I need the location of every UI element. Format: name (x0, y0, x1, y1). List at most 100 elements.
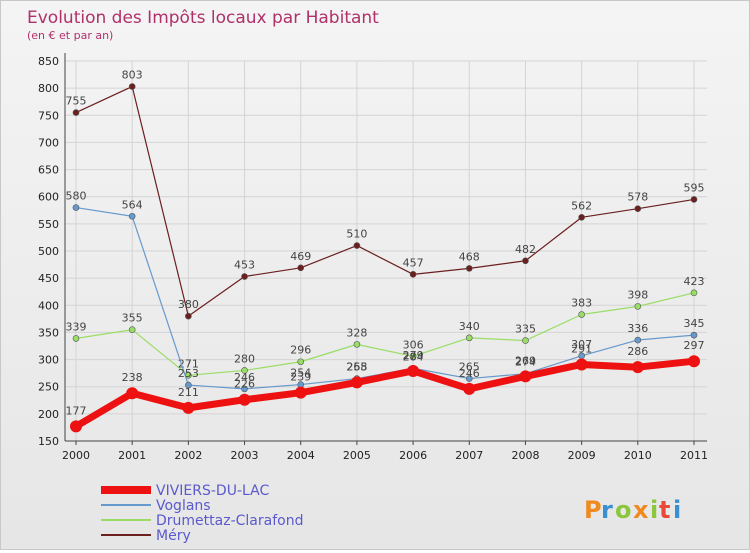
y-tick-label: 250 (38, 381, 59, 394)
data-label: 297 (684, 339, 705, 352)
data-label: 383 (571, 297, 592, 310)
y-tick-label: 350 (38, 326, 59, 339)
data-point (70, 420, 82, 433)
data-label: 271 (178, 357, 199, 370)
data-point (634, 303, 642, 310)
data-label: 238 (122, 371, 143, 384)
y-tick-label: 800 (38, 82, 59, 95)
data-point (350, 376, 363, 389)
data-point (241, 273, 248, 280)
y-tick-label: 550 (38, 218, 59, 231)
legend-label: Méry (156, 528, 191, 544)
data-label: 423 (684, 275, 705, 288)
data-point (128, 326, 136, 334)
data-point (241, 367, 248, 374)
y-tick-label: 150 (38, 435, 59, 448)
proxiti-logo: P r o x i t i (584, 496, 681, 524)
data-label: 246 (459, 367, 480, 380)
data-point (631, 361, 644, 374)
data-label: 355 (122, 312, 143, 325)
data-label: 296 (290, 344, 311, 357)
data-point (353, 341, 361, 348)
data-label: 339 (66, 320, 87, 333)
data-point (72, 204, 80, 211)
data-label: 254 (290, 367, 311, 380)
x-tick-label: 2003 (231, 449, 259, 462)
x-tick-label: 2007 (455, 449, 483, 462)
data-point (72, 109, 80, 116)
data-label: 211 (178, 386, 199, 399)
data-label: 226 (234, 378, 255, 391)
y-tick-label: 450 (38, 272, 59, 285)
x-tick-label: 2002 (174, 449, 202, 462)
y-tick-label: 200 (38, 408, 59, 421)
series-drumettaz-clarafond: 339 355 271 280 296 328 306 340 335 383 398 423 (66, 275, 705, 379)
x-tick-label: 2010 (624, 449, 652, 462)
data-label: 265 (459, 361, 480, 374)
data-label: 468 (459, 250, 480, 263)
data-point (294, 386, 307, 399)
data-label: 380 (178, 298, 199, 311)
data-label: 306 (403, 338, 424, 351)
x-tick-label: 2000 (62, 449, 90, 462)
data-label: 291 (571, 342, 592, 355)
y-tick-label: 600 (38, 191, 59, 204)
data-label: 258 (346, 360, 367, 373)
svg-text:r: r (601, 496, 613, 524)
data-label: 469 (290, 250, 311, 263)
data-point (128, 83, 136, 90)
data-label: 286 (627, 345, 648, 358)
data-label: 803 (122, 69, 143, 82)
data-label: 177 (66, 404, 87, 417)
svg-text:t: t (659, 496, 670, 524)
svg-text:P: P (584, 496, 602, 524)
data-label: 279 (403, 349, 424, 362)
y-tick-label: 850 (38, 55, 59, 68)
svg-text:x: x (633, 496, 649, 524)
data-point (297, 358, 305, 366)
data-point (575, 358, 588, 371)
data-label: 457 (403, 256, 424, 269)
data-label: 453 (234, 259, 255, 272)
svg-text:o: o (615, 496, 632, 524)
series-line-viviers-du-lac (72, 357, 698, 430)
data-point (185, 381, 192, 389)
x-tick-label: 2004 (287, 449, 315, 462)
data-point (465, 265, 473, 272)
data-label: 328 (346, 326, 367, 339)
series-line-drumettaz-clarafond (75, 292, 695, 376)
data-label: 239 (290, 371, 311, 384)
series-m-ry: 755 803 380 453 469 510 457 468 482 562 578 595 (66, 69, 705, 320)
series-viviers-du-lac: 177 238 211 226 239 258 279 246 269 291 286 297 (66, 339, 705, 433)
data-point (634, 205, 642, 212)
data-point (634, 336, 642, 344)
data-label: 482 (515, 243, 536, 256)
data-point (690, 289, 698, 297)
data-label: 253 (178, 367, 199, 380)
svg-text:i: i (650, 496, 658, 524)
x-tick-label: 2001 (118, 449, 146, 462)
data-point (578, 214, 585, 221)
data-label: 340 (459, 320, 480, 333)
y-tick-label: 400 (38, 299, 59, 312)
data-point (690, 196, 698, 203)
y-tick-label: 650 (38, 164, 59, 177)
data-label: 307 (571, 338, 592, 351)
data-label: 345 (684, 317, 705, 330)
chart-subtitle: (en € et par an) (27, 29, 113, 42)
data-point (409, 353, 417, 360)
data-label: 265 (346, 361, 367, 374)
data-point (690, 331, 698, 339)
data-point (72, 335, 80, 342)
series-line-m-ry (75, 85, 695, 317)
data-point (578, 311, 585, 318)
data-label: 595 (684, 181, 705, 194)
x-tick-label: 2006 (399, 449, 427, 462)
legend-label: VIVIERS-DU-LAC (156, 483, 269, 499)
data-point (519, 370, 532, 383)
data-label: 280 (234, 352, 255, 365)
data-point (182, 401, 195, 414)
data-point (409, 271, 417, 278)
